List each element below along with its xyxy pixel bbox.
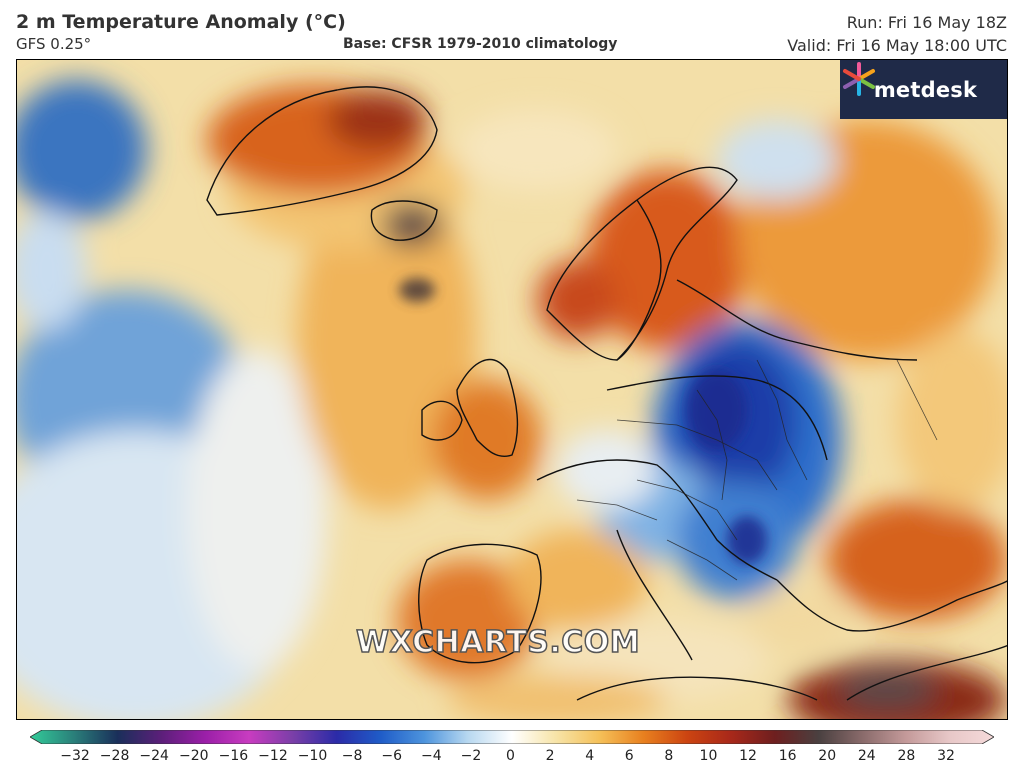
colorbar-tick-label: −32: [60, 748, 90, 764]
colorbar-tick-label: 16: [778, 748, 797, 764]
colorbar-tick-label: −16: [218, 748, 249, 764]
base-climatology-label: Base: CFSR 1979-2010 climatology: [343, 36, 618, 52]
colorbar-tick-label: 10: [699, 748, 718, 764]
colorbar-tick-label: −8: [341, 748, 363, 764]
colorbar-tick-label: 12: [739, 748, 757, 764]
temperature-anomaly-map: metdesk WXCHARTS.COM: [16, 59, 1008, 720]
colorbar-tick-label: −12: [258, 748, 288, 764]
colorbar-tick-label: 20: [818, 748, 837, 764]
coastline-lines: [206, 86, 1007, 701]
metdesk-star-icon: [843, 62, 875, 96]
colorbar-tick-label: 0: [506, 748, 515, 764]
map-canvas: [17, 60, 1007, 719]
colorbar-ticks: −32 −28 −24 −20 −16 −12 −10 −8 −6 −4 −2 0 2 4 6 8 10 12 16…: [0, 748, 1024, 768]
colorbar-tick-label: 8: [664, 748, 674, 764]
colorbar-tick-label: −4: [420, 748, 442, 764]
border-lines: [576, 359, 938, 581]
colorbar: [30, 730, 994, 744]
colorbar-tick-label: −6: [381, 748, 403, 764]
colorbar-tick-label: 24: [857, 748, 876, 764]
wxcharts-watermark: WXCHARTS.COM: [355, 624, 641, 661]
colorbar-tick-label: −2: [460, 748, 482, 764]
colorbar-bar: [30, 730, 994, 744]
valid-time-label: Valid: Fri 16 May 18:00 UTC: [787, 36, 1007, 55]
colorbar-tick-label: 2: [545, 748, 555, 764]
metdesk-logo: metdesk: [840, 60, 1007, 119]
colorbar-tick-label: −20: [178, 748, 209, 764]
colorbar-tick-label: −10: [297, 748, 328, 764]
colorbar-tick-label: −24: [139, 748, 169, 764]
colorbar-tick-label: 4: [585, 748, 595, 764]
colorbar-tick-label: −28: [99, 748, 130, 764]
colorbar-tick-label: 32: [937, 748, 955, 764]
run-time-label: Run: Fri 16 May 18Z: [846, 13, 1007, 32]
metdesk-logo-text: metdesk: [873, 77, 978, 102]
colorbar-tick-label: 28: [897, 748, 916, 764]
chart-title: 2 m Temperature Anomaly (°C): [16, 11, 346, 33]
colorbar-tick-label: 6: [624, 748, 634, 764]
model-label: GFS 0.25°: [16, 35, 92, 53]
